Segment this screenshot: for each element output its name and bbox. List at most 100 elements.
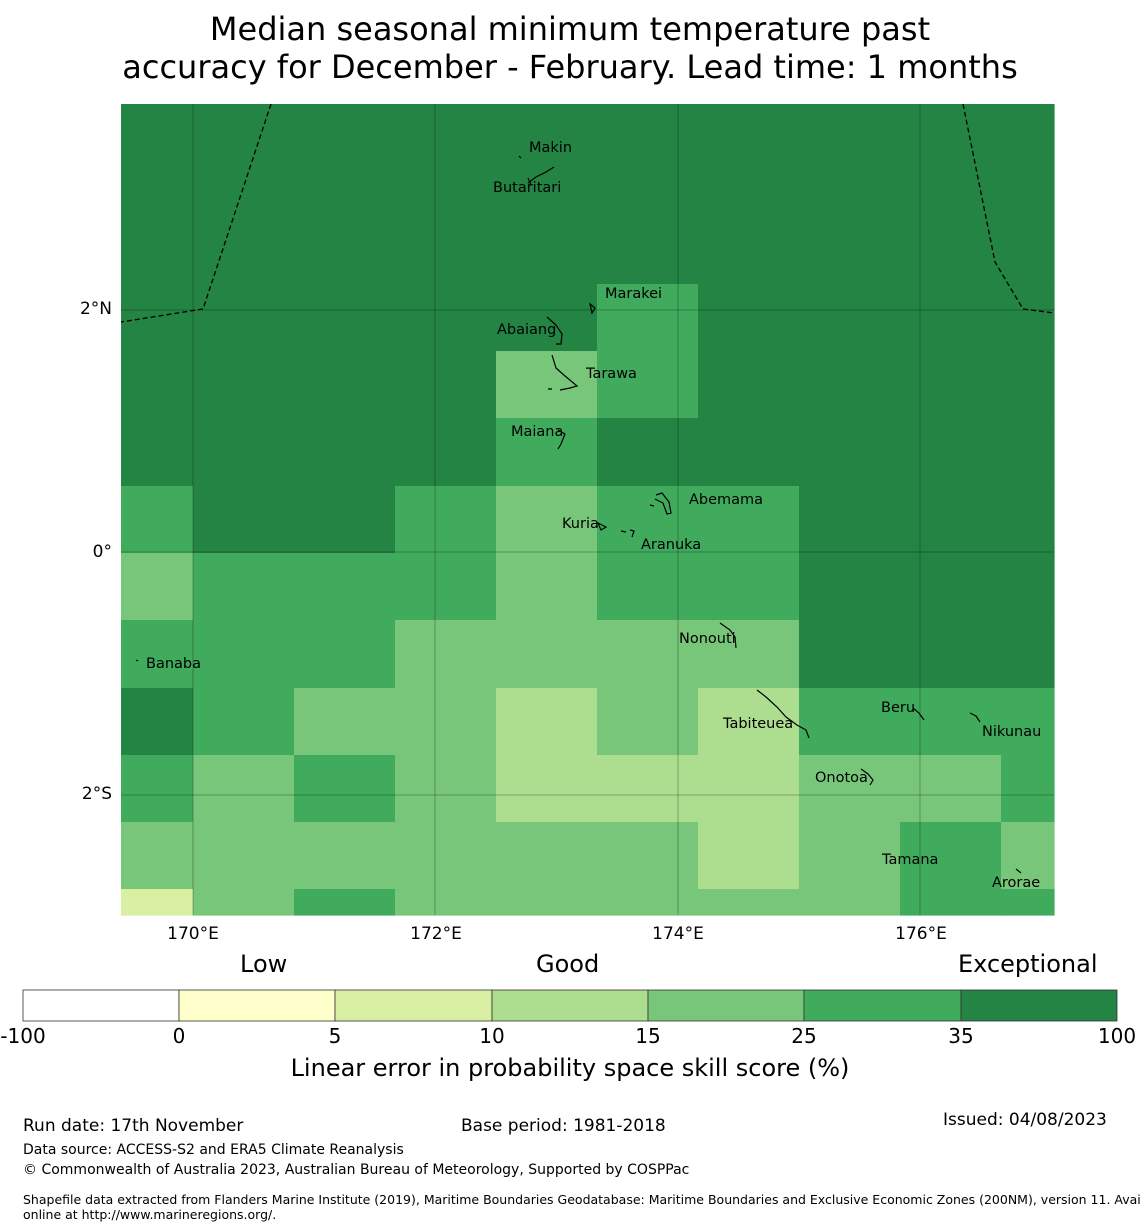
shapefile-credit-line2: online at http://www.marineregions.org/. [23,1207,277,1222]
grid-cell [597,104,699,285]
colorbar-tick-label: 100 [1097,1024,1137,1048]
island-label-beru: Beru [881,700,916,716]
grid-cell [193,822,295,890]
grid-cell [900,822,1002,890]
island-label-tabiteuea: Tabiteuea [723,716,794,732]
grid-cell [294,553,396,621]
island-label-aranuka: Aranuka [641,537,702,553]
lon-label-174e: 174°E [652,924,704,944]
grid-cell [698,284,800,352]
grid-cell [496,104,598,285]
colorbar-tick-label: 10 [479,1024,505,1048]
grid-cell [698,688,800,756]
grid-cell [294,351,396,419]
grid-cell [900,104,1002,285]
issued-date: Issued: 04/08/2023 [943,1110,1107,1130]
grid-cell [1001,889,1055,916]
grid-cell [1001,486,1055,554]
grid-cell [294,418,396,487]
grid-cell [294,889,396,916]
grid-cell [900,755,1002,823]
grid-cell [496,553,598,621]
grid-cell [294,620,396,689]
grid-cell [395,755,497,823]
grid-cell [698,351,800,419]
grid-cell [1001,755,1055,823]
grid-cell [799,553,901,621]
island-label-arorae: Arorae [992,875,1041,891]
grid-cell [698,755,800,823]
kuria-outline [596,521,608,531]
grid-cell [799,104,901,285]
grid-cell [799,755,901,823]
grid-cell [698,822,800,890]
lon-label-170e: 170°E [167,924,219,944]
grid-cell [1001,351,1055,419]
eez-boundary-east [962,103,1055,314]
island-label-maiana: Maiana [511,424,564,440]
grid-cell [496,889,598,916]
colorbar-swatch [960,989,1118,1022]
grid-cell [395,486,497,554]
grid-cell [193,889,295,916]
grid-cell [799,351,901,419]
colorbar-swatch [178,989,336,1022]
onotoa-outline [860,768,874,786]
data-source: Data source: ACCESS-S2 and ERA5 Climate … [23,1142,404,1158]
grid-cell [698,418,800,487]
island-label-abemama: Abemama [689,492,764,508]
island-outlines [135,155,1022,874]
grid-cell [597,284,699,352]
grid-cell [193,418,295,487]
grid-cell [799,284,901,352]
grid-cell [496,620,598,689]
map-title-line2: accuracy for December - February. Lead t… [122,48,1018,86]
category-low: Low [240,950,288,978]
tabiteuea-outline [756,689,810,739]
beru-outline [912,707,925,721]
arorae-outline [1015,868,1022,874]
grid-cell [799,822,901,890]
grid-cell [799,688,901,756]
grid-cell [121,486,194,554]
colorbar-title: Linear error in probability space skill … [290,1054,850,1082]
grid-cell [1001,418,1055,487]
grid-cell [597,553,699,621]
map-title: Median seasonal minimum temperature past… [0,10,1140,86]
colorbar-swatch [647,989,805,1022]
shapefile-credit-line1: Shapefile data extracted from Flanders M… [23,1192,1140,1207]
skill-score-grid [121,104,1055,916]
lon-label-172e: 172°E [410,924,462,944]
makin-outline [518,155,522,159]
colorbar-tick-label: 15 [635,1024,661,1048]
island-label-tamana: Tamana [882,852,939,868]
grid-cell [496,755,598,823]
grid-cell [193,351,295,419]
category-good: Good [536,950,600,978]
grid-cell [698,104,800,285]
grid-cell [799,889,901,916]
grid-cell [395,104,497,285]
grid-cell [1001,104,1055,285]
grid-cell [395,822,497,890]
grid-cell [597,822,699,890]
category-exceptional: Exceptional [958,950,1098,978]
grid-cell [121,418,194,487]
colorbar-tick-label: -100 [0,1024,46,1048]
grid-cell [294,104,396,285]
island-label-abaiang: Abaiang [497,322,557,338]
grid-cell [900,351,1002,419]
lat-label-2n: 2°N [79,299,112,319]
grid-cell [121,755,194,823]
eez-boundary [120,103,1055,323]
grid-cell [395,418,497,487]
maiana-outline [557,429,566,450]
grid-cell [597,620,699,689]
grid-cell [1001,822,1055,890]
grid-cell [597,418,699,487]
grid-cell [395,620,497,689]
graticule [121,104,1054,915]
grid-cell [121,889,194,916]
colorbar-tick-label: 35 [948,1024,974,1048]
grid-cell [900,620,1002,689]
